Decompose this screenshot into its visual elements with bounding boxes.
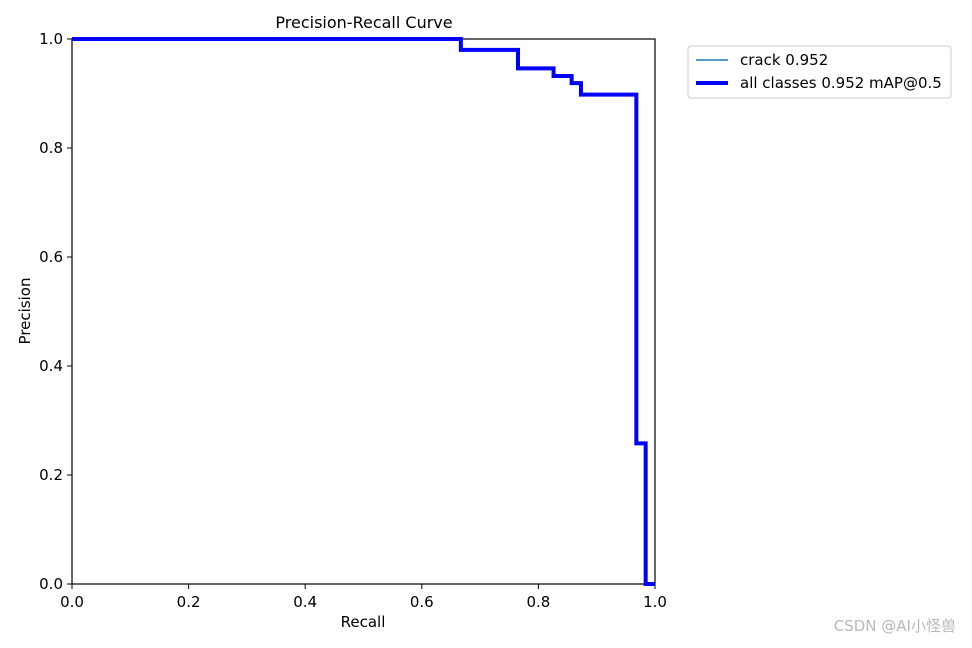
x-axis-label: Recall [341,613,386,631]
legend-items: crack 0.952 all classes 0.952 mAP@0.5 [696,51,942,92]
y-axis-label: Precision [16,278,34,345]
x-tick-label: 0.8 [526,593,550,611]
x-tick-label: 0.4 [293,593,317,611]
legend: crack 0.952 all classes 0.952 mAP@0.5 [687,45,952,99]
y-tick-label: 0.6 [39,248,63,266]
y-tick-label: 0.2 [39,466,63,484]
legend-label-1: all classes 0.952 mAP@0.5 [740,74,942,92]
x-tick-label: 0.0 [60,593,84,611]
y-tick-label: 0.0 [39,575,63,593]
plot-frame [71,38,656,585]
x-tick-label: 0.2 [177,593,201,611]
y-tick-label: 0.8 [39,139,63,157]
x-tick-label: 0.6 [410,593,434,611]
legend-box [687,45,952,99]
legend-label-0: crack 0.952 [740,51,828,69]
x-tick-label: 1.0 [643,593,667,611]
y-tick-label: 1.0 [39,30,63,48]
x-ticks: 0.0 0.2 0.4 0.6 0.8 1.0 [60,584,667,611]
y-tick-label: 0.4 [39,357,63,375]
series-line-1 [72,37,655,586]
y-ticks: 0.0 0.2 0.4 0.6 0.8 1.0 [39,30,72,593]
chart-title: Precision-Recall Curve [275,13,452,32]
series-lines [72,37,655,586]
